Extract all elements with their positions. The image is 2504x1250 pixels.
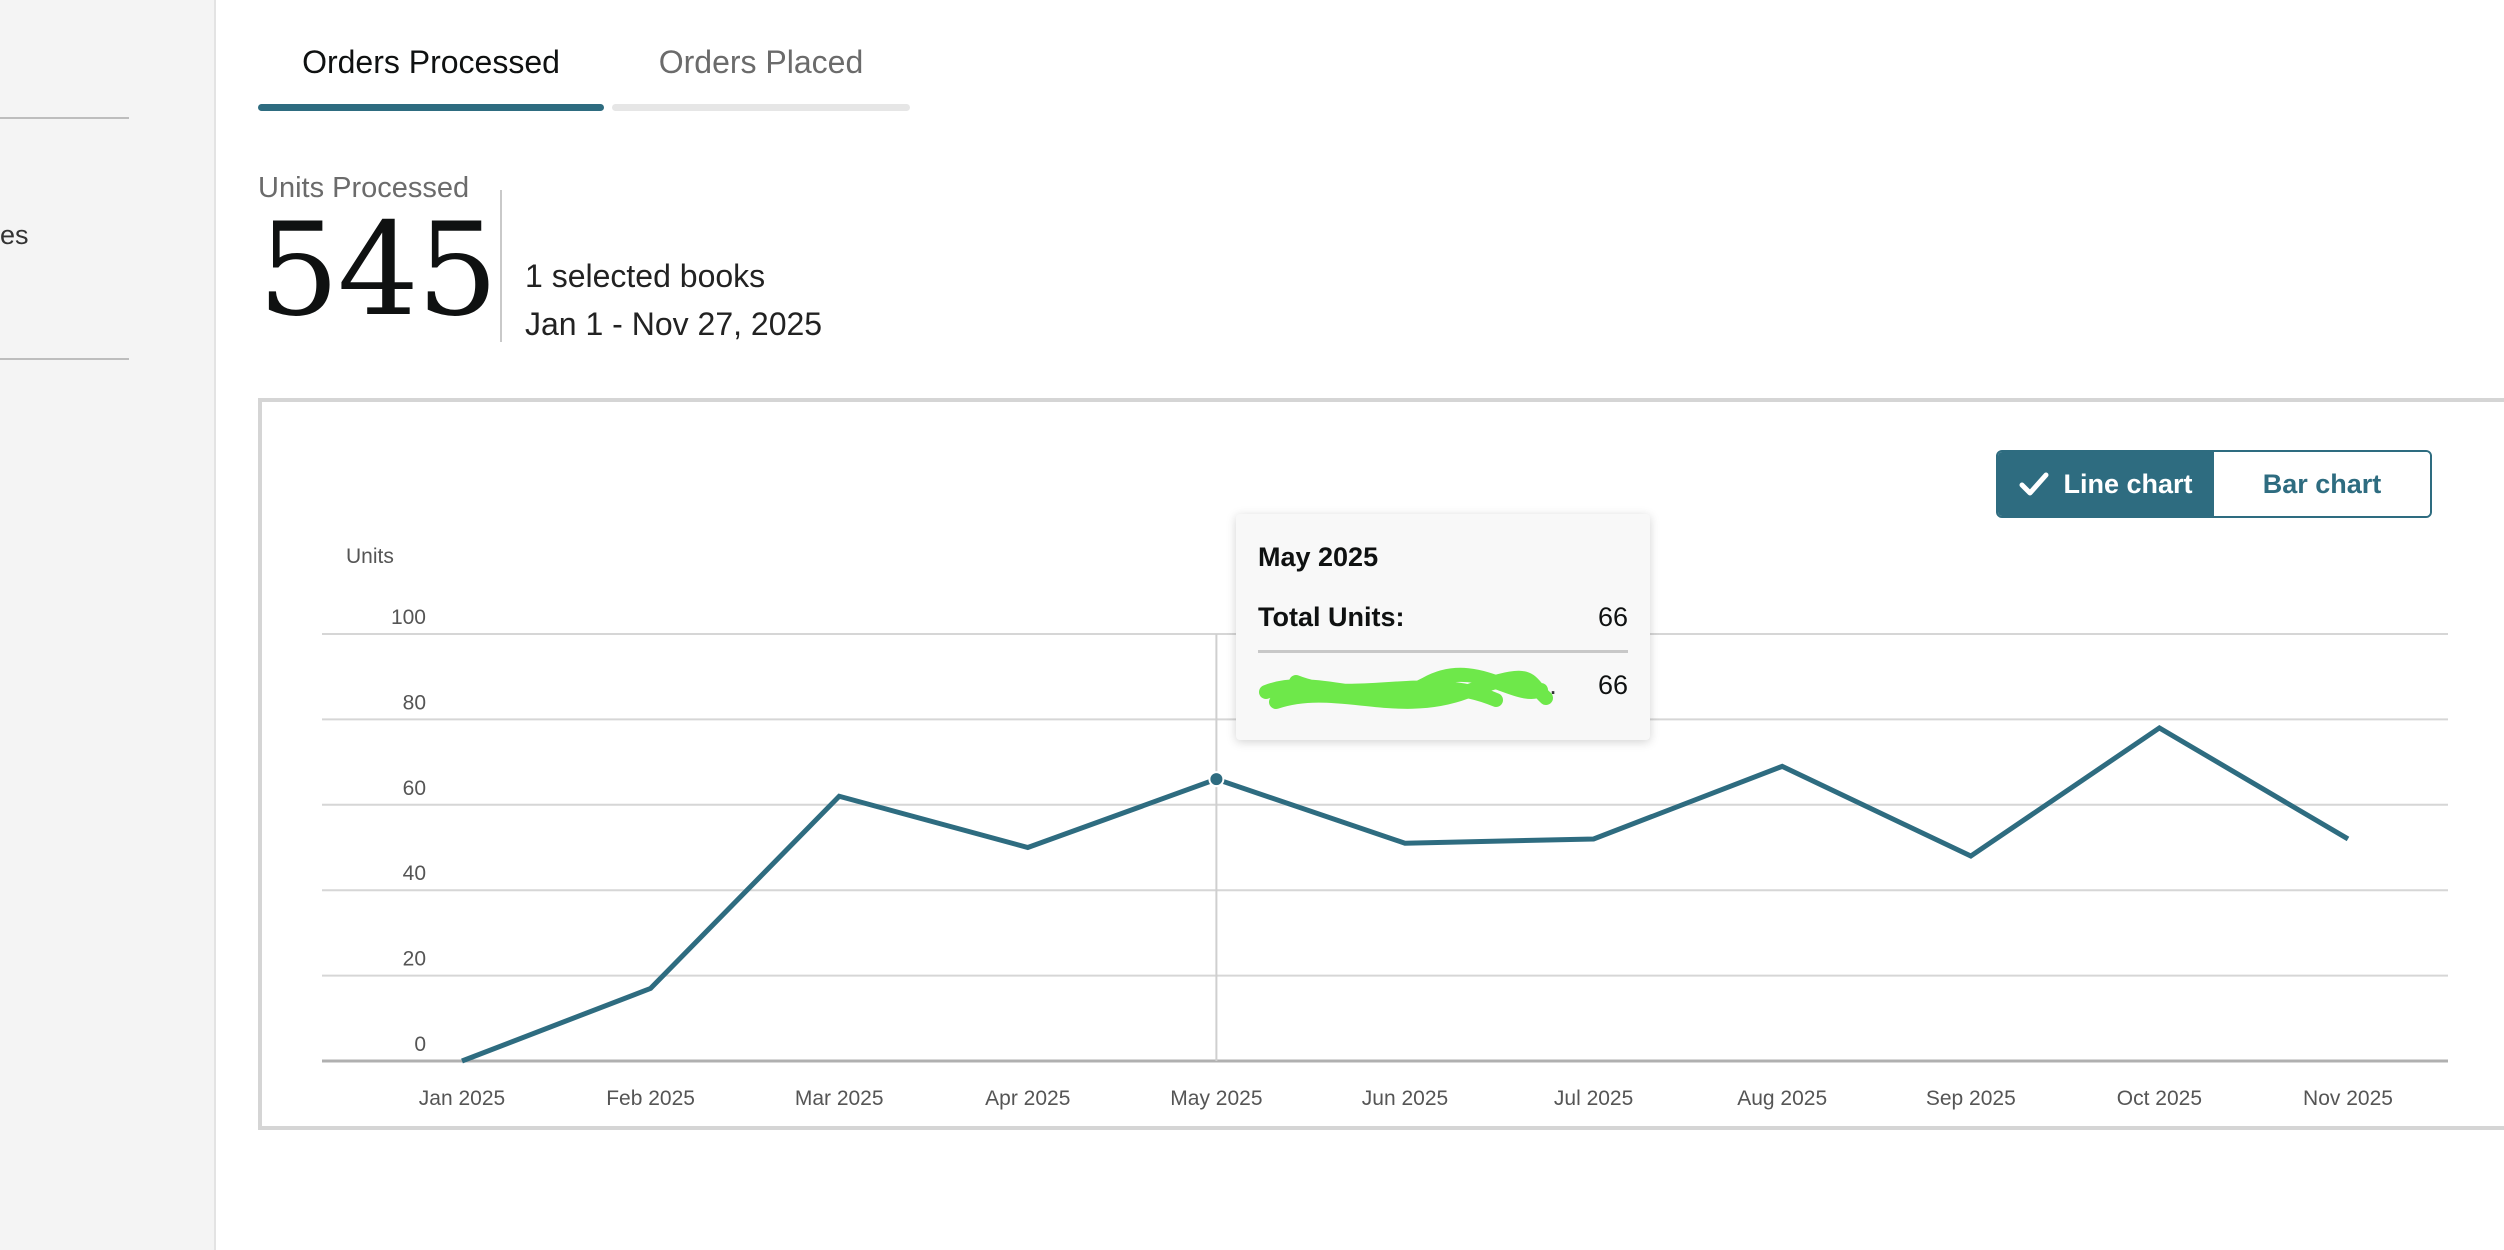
selected-books-text: 1 selected books: [525, 258, 766, 294]
y-tick-label: 60: [403, 777, 426, 800]
sidebar-divider: [0, 117, 129, 119]
x-tick-label: Nov 2025: [2303, 1087, 2393, 1110]
y-tick-label: 20: [403, 948, 426, 971]
x-tick-label: Jan 2025: [419, 1087, 505, 1110]
tooltip-total-label: Total Units:: [1258, 602, 1405, 632]
tab-orders-processed[interactable]: Orders Processed: [302, 44, 560, 80]
chart-tooltip: May 2025 Total Units: 66 … 66: [1236, 514, 1650, 740]
highlighted-point[interactable]: [1208, 771, 1225, 788]
tooltip-month: May 2025: [1258, 542, 1379, 572]
summary-divider: [500, 190, 502, 342]
tooltip-total-value: 66: [1597, 602, 1628, 632]
y-tick-label: 0: [414, 1033, 426, 1056]
date-range-text: Jan 1 - Nov 27, 2025: [525, 306, 823, 342]
redaction-scribble: [1259, 667, 1553, 709]
line-chart-label: Line chart: [2063, 468, 2193, 499]
tab-active-indicator: [258, 104, 604, 111]
bar-chart-label: Bar chart: [2262, 468, 2382, 499]
sidebar-divider: [0, 358, 129, 360]
x-tick-label: Oct 2025: [2117, 1087, 2202, 1110]
tooltip-book-value: 66: [1597, 670, 1628, 700]
series-line: [461, 724, 2350, 1064]
x-tick-label: Feb 2025: [606, 1087, 695, 1110]
x-tick-label: Jul 2025: [1554, 1087, 1633, 1110]
y-tick-label: 40: [403, 862, 426, 885]
x-tick-label: Sep 2025: [1926, 1087, 2016, 1110]
x-tick-label: Mar 2025: [795, 1087, 884, 1110]
tooltip-separator: [1258, 650, 1628, 653]
line-chart-button[interactable]: Line chart: [1998, 452, 2214, 516]
y-tick-label: 80: [403, 691, 426, 714]
x-tick-label: Jun 2025: [1362, 1087, 1448, 1110]
checkmark-icon: [2019, 472, 2049, 496]
units-processed-value: 545: [258, 196, 498, 345]
tab-orders-placed[interactable]: Orders Placed: [658, 44, 864, 80]
x-tick-label: Apr 2025: [985, 1087, 1070, 1110]
x-tick-label: Aug 2025: [1737, 1087, 1827, 1110]
tab-inactive-indicator: [612, 104, 910, 111]
sidebar-item-label[interactable]: es: [0, 220, 29, 250]
y-tick-label: 100: [391, 606, 426, 629]
chart-type-toggle: Line chart Bar chart: [1996, 450, 2432, 518]
units-processed-label: Units Processed: [258, 172, 470, 204]
x-tick-label: May 2025: [1170, 1087, 1262, 1110]
sidebar: es: [0, 0, 216, 1250]
y-axis-label: Units: [346, 545, 394, 568]
bar-chart-button[interactable]: Bar chart: [2214, 452, 2430, 516]
